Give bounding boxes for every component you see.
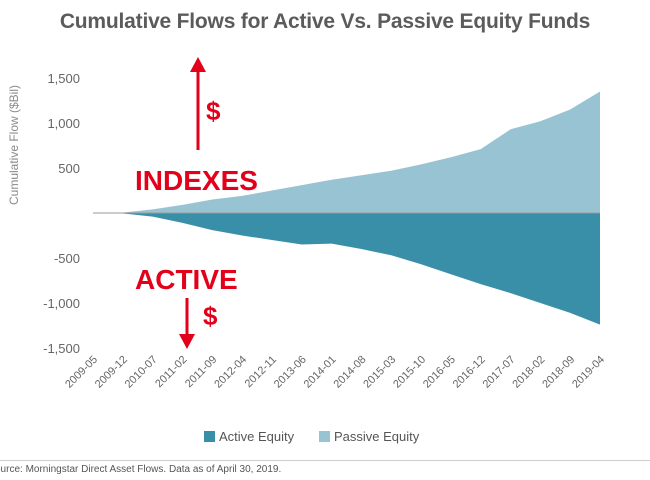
y-tick-label: -1,000 <box>43 296 80 311</box>
legend: Active Equity Passive Equity <box>204 429 420 444</box>
down-dollar-annotation: $ <box>203 301 218 331</box>
legend-swatch <box>204 431 215 442</box>
legend-label: Passive Equity <box>334 429 420 444</box>
chart-canvas: Cumulative Flow ($Bil) 1,500 1,000 500 -500… <box>7 57 607 444</box>
x-tick-label: 2010-07 <box>123 354 160 391</box>
indexes-annotation: INDEXES <box>135 165 258 196</box>
chart-title: Cumulative Flows for Active Vs. Passive … <box>59 10 591 33</box>
area-active-equity <box>93 213 600 325</box>
y-tick-label: 500 <box>58 161 80 176</box>
y-tick-label: -500 <box>54 251 80 266</box>
y-tick-label: 1,000 <box>47 116 80 131</box>
x-tick-label: 2019-04 <box>570 354 607 391</box>
area-passive-equity <box>93 91 600 213</box>
y-axis-label: Cumulative Flow ($Bil) <box>7 85 21 205</box>
y-tick-label: -1,500 <box>43 341 80 356</box>
legend-label: Active Equity <box>219 429 295 444</box>
source-footer: ource: Morningstar Direct Asset Flows. D… <box>0 460 650 475</box>
y-tick-label: 1,500 <box>47 71 80 86</box>
up-arrow <box>190 57 206 150</box>
x-tick-label: 2012-04 <box>212 354 249 391</box>
source-note: ource: Morningstar Direct Asset Flows. D… <box>0 464 282 475</box>
x-tick-label: 2011-02 <box>153 354 189 390</box>
down-arrow <box>179 298 195 349</box>
legend-swatch <box>319 431 330 442</box>
up-dollar-annotation: $ <box>206 96 221 126</box>
active-annotation: ACTIVE <box>135 264 238 295</box>
